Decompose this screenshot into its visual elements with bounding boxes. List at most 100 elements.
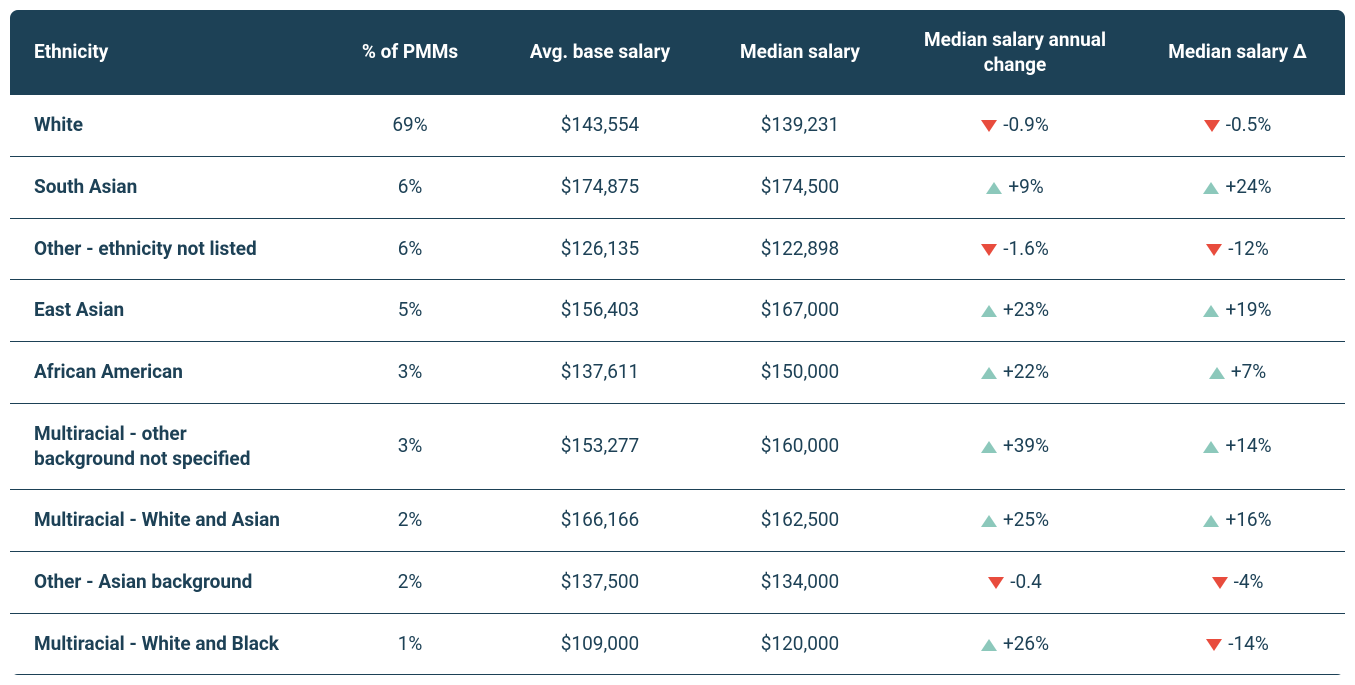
cell-avg-salary: $156,403 bbox=[500, 280, 700, 342]
triangle-down-icon bbox=[988, 577, 1004, 589]
annual-change-value: +9% bbox=[1008, 175, 1043, 198]
median-delta-value: -12% bbox=[1228, 237, 1269, 260]
median-delta-value: +16% bbox=[1225, 508, 1271, 531]
median-delta-value: -4% bbox=[1234, 570, 1264, 593]
cell-annual-change: +39% bbox=[900, 403, 1130, 489]
cell-annual-change: -0.4 bbox=[900, 551, 1130, 613]
triangle-down-icon bbox=[1212, 577, 1228, 589]
cell-annual-change: +26% bbox=[900, 613, 1130, 675]
cell-median-salary: $162,500 bbox=[700, 490, 900, 552]
cell-pct-pmms: 69% bbox=[320, 95, 500, 156]
cell-median-salary: $139,231 bbox=[700, 95, 900, 156]
cell-median-delta: +24% bbox=[1130, 157, 1345, 219]
table-row: Multiracial - White and Asian2%$166,166$… bbox=[10, 490, 1345, 552]
header-median-salary: Median salary bbox=[700, 10, 900, 95]
cell-ethnicity: Multiracial - other background not speci… bbox=[10, 403, 320, 489]
header-avg-salary: Avg. base salary bbox=[500, 10, 700, 95]
triangle-up-icon bbox=[1209, 367, 1225, 379]
cell-median-salary: $122,898 bbox=[700, 218, 900, 280]
cell-avg-salary: $126,135 bbox=[500, 218, 700, 280]
cell-annual-change: +9% bbox=[900, 157, 1130, 219]
table-row: East Asian5%$156,403$167,000 +23% +19% bbox=[10, 280, 1345, 342]
cell-avg-salary: $137,500 bbox=[500, 551, 700, 613]
cell-ethnicity: East Asian bbox=[10, 280, 320, 342]
cell-median-salary: $150,000 bbox=[700, 342, 900, 404]
annual-change-value: +23% bbox=[1003, 298, 1049, 321]
cell-ethnicity: Multiracial - White and Black bbox=[10, 613, 320, 675]
triangle-down-icon bbox=[981, 244, 997, 256]
table-row: White69%$143,554$139,231 -0.9% -0.5% bbox=[10, 95, 1345, 156]
salary-table: Ethnicity % of PMMs Avg. base salary Med… bbox=[10, 10, 1345, 675]
triangle-down-icon bbox=[1204, 120, 1220, 132]
triangle-up-icon bbox=[1203, 441, 1219, 453]
table-row: Multiracial - White and Black1%$109,000$… bbox=[10, 613, 1345, 675]
cell-avg-salary: $137,611 bbox=[500, 342, 700, 404]
annual-change-value: +39% bbox=[1003, 434, 1049, 457]
cell-median-delta: -0.5% bbox=[1130, 95, 1345, 156]
cell-annual-change: -1.6% bbox=[900, 218, 1130, 280]
header-annual-change: Median salary annual change bbox=[900, 10, 1130, 95]
salary-table-container: Ethnicity % of PMMs Avg. base salary Med… bbox=[10, 10, 1345, 675]
cell-median-delta: -14% bbox=[1130, 613, 1345, 675]
cell-ethnicity: Multiracial - White and Asian bbox=[10, 490, 320, 552]
table-row: Multiracial - other background not speci… bbox=[10, 403, 1345, 489]
triangle-up-icon bbox=[981, 441, 997, 453]
cell-median-delta: +7% bbox=[1130, 342, 1345, 404]
cell-ethnicity: White bbox=[10, 95, 320, 156]
annual-change-value: -1.6% bbox=[1003, 237, 1049, 260]
annual-change-value: +26% bbox=[1003, 632, 1049, 655]
cell-ethnicity: Other - Asian background bbox=[10, 551, 320, 613]
triangle-down-icon bbox=[1206, 244, 1222, 256]
median-delta-value: -14% bbox=[1228, 632, 1269, 655]
cell-median-salary: $134,000 bbox=[700, 551, 900, 613]
triangle-up-icon bbox=[1203, 305, 1219, 317]
cell-pct-pmms: 1% bbox=[320, 613, 500, 675]
cell-annual-change: +22% bbox=[900, 342, 1130, 404]
triangle-up-icon bbox=[981, 515, 997, 527]
median-delta-value: +7% bbox=[1231, 360, 1266, 383]
cell-pct-pmms: 3% bbox=[320, 342, 500, 404]
triangle-up-icon bbox=[981, 367, 997, 379]
annual-change-value: +22% bbox=[1003, 360, 1049, 383]
header-median-delta: Median salary Δ bbox=[1130, 10, 1345, 95]
triangle-up-icon bbox=[981, 639, 997, 651]
cell-median-delta: +19% bbox=[1130, 280, 1345, 342]
cell-avg-salary: $143,554 bbox=[500, 95, 700, 156]
table-row: South Asian6%$174,875$174,500 +9% +24% bbox=[10, 157, 1345, 219]
cell-median-salary: $174,500 bbox=[700, 157, 900, 219]
triangle-up-icon bbox=[1203, 515, 1219, 527]
median-delta-value: +24% bbox=[1225, 175, 1271, 198]
cell-annual-change: -0.9% bbox=[900, 95, 1130, 156]
cell-median-delta: -12% bbox=[1130, 218, 1345, 280]
header-pct-pmms: % of PMMs bbox=[320, 10, 500, 95]
cell-ethnicity: African American bbox=[10, 342, 320, 404]
cell-median-delta: +14% bbox=[1130, 403, 1345, 489]
cell-avg-salary: $166,166 bbox=[500, 490, 700, 552]
median-delta-value: -0.5% bbox=[1226, 113, 1272, 136]
table-row: Other - ethnicity not listed6%$126,135$1… bbox=[10, 218, 1345, 280]
cell-median-salary: $160,000 bbox=[700, 403, 900, 489]
triangle-up-icon bbox=[981, 305, 997, 317]
triangle-up-icon bbox=[1203, 182, 1219, 194]
cell-pct-pmms: 6% bbox=[320, 157, 500, 219]
median-delta-value: +14% bbox=[1225, 434, 1271, 457]
table-header-row: Ethnicity % of PMMs Avg. base salary Med… bbox=[10, 10, 1345, 95]
triangle-down-icon bbox=[1206, 639, 1222, 651]
cell-pct-pmms: 5% bbox=[320, 280, 500, 342]
cell-annual-change: +25% bbox=[900, 490, 1130, 552]
cell-median-salary: $167,000 bbox=[700, 280, 900, 342]
cell-pct-pmms: 6% bbox=[320, 218, 500, 280]
cell-median-delta: +16% bbox=[1130, 490, 1345, 552]
triangle-up-icon bbox=[986, 182, 1002, 194]
annual-change-value: +25% bbox=[1003, 508, 1049, 531]
annual-change-value: -0.9% bbox=[1003, 113, 1049, 136]
cell-avg-salary: $174,875 bbox=[500, 157, 700, 219]
cell-annual-change: +23% bbox=[900, 280, 1130, 342]
annual-change-value: -0.4 bbox=[1010, 570, 1042, 593]
cell-median-salary: $120,000 bbox=[700, 613, 900, 675]
cell-avg-salary: $109,000 bbox=[500, 613, 700, 675]
cell-pct-pmms: 3% bbox=[320, 403, 500, 489]
cell-ethnicity: South Asian bbox=[10, 157, 320, 219]
cell-pct-pmms: 2% bbox=[320, 551, 500, 613]
cell-ethnicity: Other - ethnicity not listed bbox=[10, 218, 320, 280]
